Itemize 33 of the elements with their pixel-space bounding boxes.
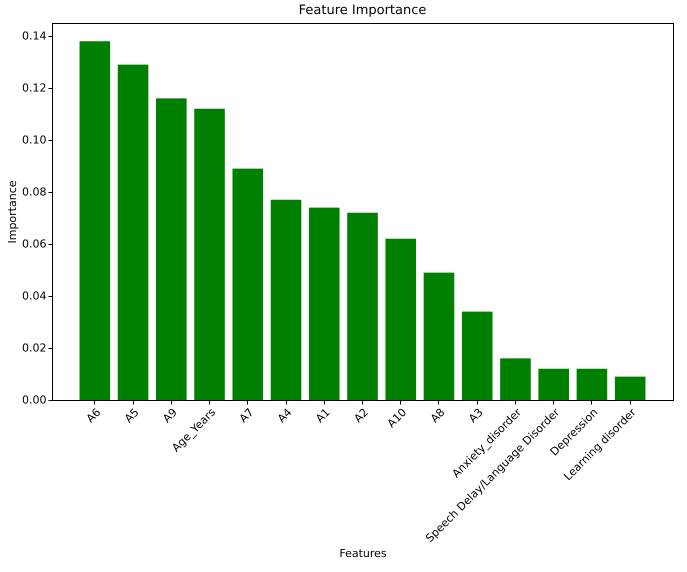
y-tick-label: 0.04	[22, 290, 46, 302]
bar	[347, 212, 378, 400]
bar	[80, 41, 110, 400]
bar	[462, 312, 493, 400]
bar	[385, 238, 416, 400]
x-tick-label: A5	[122, 406, 142, 426]
bar	[424, 272, 454, 400]
x-tick-label: A4	[275, 406, 295, 426]
bar	[194, 108, 225, 400]
chart-title: Feature Importance	[298, 3, 426, 18]
y-tick-label: 0.08	[22, 186, 46, 198]
bar	[308, 208, 340, 400]
y-tick-label: 0.06	[22, 238, 46, 250]
bar	[156, 98, 187, 400]
bar	[118, 64, 148, 400]
y-tick-label: 0.00	[22, 394, 46, 406]
bar	[270, 200, 302, 400]
x-tick-label: A7	[236, 406, 256, 426]
x-axis-title: Features	[339, 547, 387, 560]
x-tick-label: A8	[428, 406, 448, 426]
y-tick-label: 0.02	[22, 342, 46, 354]
bar	[232, 168, 264, 400]
x-tick-label: A1	[313, 406, 333, 426]
x-tick-label: A6	[84, 406, 104, 426]
bar	[500, 358, 531, 400]
x-tick-label: A2	[352, 406, 371, 426]
y-tick-label: 0.10	[22, 134, 46, 146]
bar	[576, 368, 608, 400]
y-axis-title: Importance	[6, 180, 20, 244]
y-tick-label: 0.14	[22, 30, 46, 42]
y-tick-label: 0.12	[22, 82, 46, 94]
bar	[538, 368, 569, 400]
bar	[614, 376, 646, 400]
